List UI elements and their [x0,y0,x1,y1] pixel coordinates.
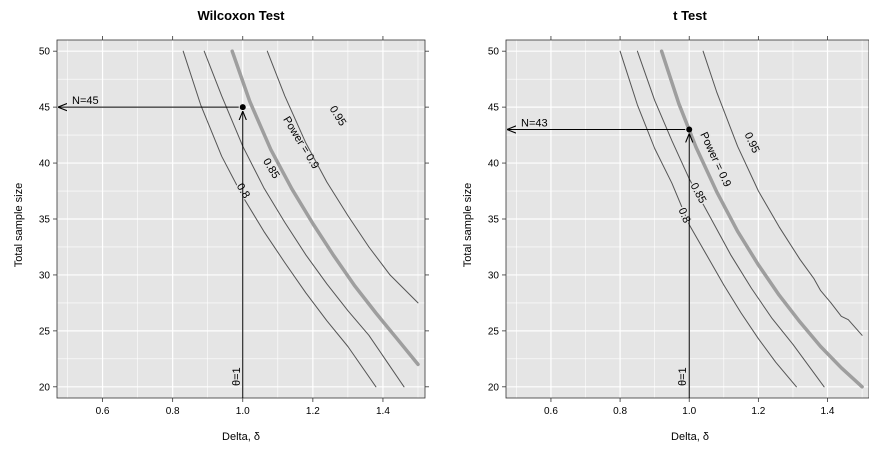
y-tick-label: 25 [39,326,51,337]
y-tick-label: 30 [488,270,500,281]
power-curve [619,50,797,388]
sample-size-label: N=43 [521,118,548,130]
y-tick-label: 25 [488,326,500,337]
y-tick-label: 45 [488,103,500,114]
x-tick-label: 1.2 [751,406,765,417]
y-tick-label: 45 [39,103,51,114]
x-tick-label: 0.8 [166,406,180,417]
power-curve-highlight [659,49,864,389]
y-tick-label: 40 [39,159,51,170]
panel-wilcoxon: Wilcoxon Test Delta, δ Total sample size… [13,8,429,443]
power-curve [182,50,377,388]
x-tick-label: 1.2 [306,406,320,417]
target-point [686,126,693,133]
y-tick-label: 50 [488,47,500,58]
y-tick-label: 35 [488,215,500,226]
panel-title: t Test [673,8,707,23]
grid-lines [57,40,425,398]
y-tick-label: 30 [39,270,51,281]
theta-label: θ=1 [231,367,243,386]
x-tick-label: 1.4 [376,406,390,417]
target-point [239,104,246,111]
x-tick-label: 0.8 [613,406,627,417]
x-tick-label: 1.0 [236,406,250,417]
y-tick-label: 20 [39,382,51,393]
panel-title: Wilcoxon Test [197,8,285,23]
panel-t-test: t Test Delta, δ Total sample size 0.6 0.8… [462,8,869,443]
y-tick-label: 20 [488,382,500,393]
x-axis-title: Delta, δ [222,431,260,443]
sample-size-label: N=45 [72,95,99,107]
power-curve-highlight [230,49,420,367]
x-tick-label: 1.4 [821,406,835,417]
grid-lines [506,40,869,398]
x-tick-label: 0.6 [544,406,558,417]
x-tick-label: 0.6 [96,406,110,417]
y-axis-title: Total sample size [13,183,25,267]
x-axis-title: Delta, δ [671,431,709,443]
theta-label: θ=1 [677,367,689,386]
power-curve [203,50,405,388]
y-tick-label: 40 [488,159,500,170]
y-tick-label: 50 [39,47,51,58]
x-tick-label: 1.0 [682,406,696,417]
power-curve [702,50,863,336]
power-curve [266,50,419,304]
power-curve [636,50,825,388]
y-axis-title: Total sample size [462,183,474,267]
y-tick-label: 35 [39,215,51,226]
